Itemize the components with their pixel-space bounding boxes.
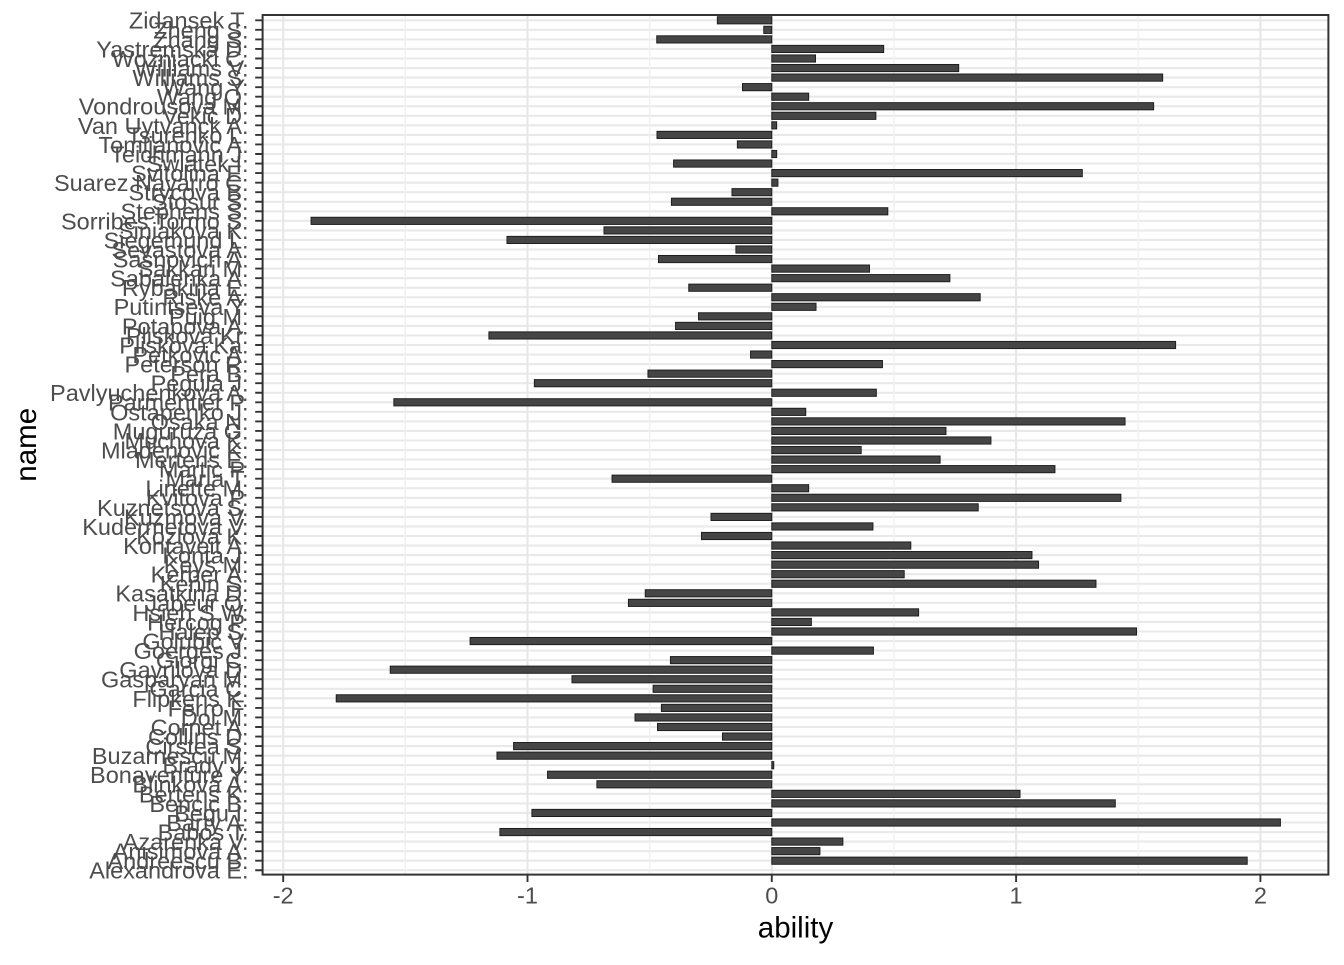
svg-text:2: 2 xyxy=(1254,883,1267,909)
svg-text:Wozniacki C.: Wozniacki C. xyxy=(112,46,249,72)
svg-text:Bertens K.: Bertens K. xyxy=(139,781,249,807)
svg-text:Zidansek T.: Zidansek T. xyxy=(129,8,249,34)
svg-text:Wang Y.: Wang Y. xyxy=(163,75,249,101)
svg-text:Zhang S.: Zhang S. xyxy=(153,27,248,53)
svg-text:-2: -2 xyxy=(273,883,294,909)
svg-text:Kuznetsova S.: Kuznetsova S. xyxy=(97,495,249,521)
svg-text:Hercog P.: Hercog P. xyxy=(147,609,248,635)
svg-text:Rybakina E.: Rybakina E. xyxy=(122,275,249,301)
svg-text:Pegula J.: Pegula J. xyxy=(151,371,249,397)
svg-text:Pavlyuchenkova A.: Pavlyuchenkova A. xyxy=(50,380,249,406)
svg-text:Svitolina E.: Svitolina E. xyxy=(131,161,249,187)
svg-text:Halep S.: Halep S. xyxy=(158,619,248,645)
svg-text:Sorribes Tormo S.: Sorribes Tormo S. xyxy=(61,208,249,234)
svg-text:Bonaventure Y.: Bonaventure Y. xyxy=(90,762,249,788)
svg-text:Bencic B.: Bencic B. xyxy=(149,791,248,817)
svg-text:Vekic D.: Vekic D. xyxy=(162,103,248,129)
svg-text:Barty A.: Barty A. xyxy=(166,810,248,836)
svg-text:Kasatkina D.: Kasatkina D. xyxy=(115,581,248,607)
svg-text:Zheng S.: Zheng S. xyxy=(153,17,248,43)
svg-text:Stosur S.: Stosur S. xyxy=(152,189,249,215)
svg-text:1: 1 xyxy=(1010,883,1023,909)
svg-text:Gasparyan M.: Gasparyan M. xyxy=(101,667,249,693)
svg-text:Pliskova Ka.: Pliskova Ka. xyxy=(119,332,248,358)
svg-text:Kontaveit A.: Kontaveit A. xyxy=(123,533,248,559)
svg-text:Ferro F.: Ferro F. xyxy=(168,695,249,721)
svg-text:Sevastova A.: Sevastova A. xyxy=(111,237,248,263)
svg-text:Blinkova A.: Blinkova A. xyxy=(132,772,248,798)
svg-text:Azarenka V.: Azarenka V. xyxy=(123,829,249,855)
svg-text:Pera B.: Pera B. xyxy=(170,361,248,387)
svg-text:Giorgi C.: Giorgi C. xyxy=(156,648,249,674)
svg-text:Kenin S.: Kenin S. xyxy=(160,571,249,597)
svg-text:Garcia C.: Garcia C. xyxy=(149,676,248,702)
svg-text:Osaka N.: Osaka N. xyxy=(151,409,249,435)
svg-text:Muguruza G.: Muguruza G. xyxy=(113,418,249,444)
svg-text:Keys M.: Keys M. xyxy=(164,552,249,578)
svg-text:Maria T.: Maria T. xyxy=(165,466,248,492)
svg-text:Petkovic A.: Petkovic A. xyxy=(132,342,248,368)
svg-text:Brady J.: Brady J. xyxy=(162,753,248,779)
svg-text:Sabalenka A.: Sabalenka A. xyxy=(110,266,249,292)
svg-text:Gavrilova D.: Gavrilova D. xyxy=(119,657,248,683)
svg-text:-1: -1 xyxy=(517,883,538,909)
svg-text:Mertens E.: Mertens E. xyxy=(135,447,249,473)
svg-text:Yastremska D.: Yastremska D. xyxy=(96,36,248,62)
svg-text:Martic P.: Martic P. xyxy=(159,457,249,483)
svg-text:Anisimova A.: Anisimova A. xyxy=(113,839,249,865)
svg-text:Sasnovich A.: Sasnovich A. xyxy=(113,246,249,272)
svg-text:Kvitova P.: Kvitova P. xyxy=(146,485,249,511)
svg-text:Ostapenko J.: Ostapenko J. xyxy=(110,399,248,425)
svg-text:Riske A.: Riske A. xyxy=(162,285,248,311)
svg-text:Peterson R.: Peterson R. xyxy=(125,352,249,378)
svg-text:Siniakova K.: Siniakova K. xyxy=(118,218,249,244)
svg-text:Putintseva Y.: Putintseva Y. xyxy=(114,294,249,320)
svg-text:name: name xyxy=(10,408,43,482)
svg-text:Stephens S.: Stephens S. xyxy=(121,199,249,225)
svg-text:Andreescu B.: Andreescu B. xyxy=(108,848,249,874)
svg-text:ability: ability xyxy=(758,912,834,945)
svg-text:Goerges J.: Goerges J. xyxy=(134,638,249,664)
svg-text:Potapova A.: Potapova A. xyxy=(122,313,249,339)
svg-text:Collins D.: Collins D. xyxy=(148,724,249,750)
svg-text:Williams S.: Williams S. xyxy=(132,65,248,91)
svg-text:Doi M.: Doi M. xyxy=(181,705,249,731)
svg-text:Siegemund L.: Siegemund L. xyxy=(104,227,249,253)
svg-text:Vondrousova M.: Vondrousova M. xyxy=(79,94,249,120)
svg-text:Mladenovic K.: Mladenovic K. xyxy=(101,437,249,463)
svg-text:Golubic V.: Golubic V. xyxy=(142,628,248,654)
svg-text:Van Uytvanck A.: Van Uytvanck A. xyxy=(78,113,249,139)
svg-text:Wang Q.: Wang Q. xyxy=(157,84,249,110)
svg-text:Begu I.: Begu I. xyxy=(174,800,248,826)
svg-text:Parmentier P.: Parmentier P. xyxy=(108,390,249,416)
svg-text:Cornet A.: Cornet A. xyxy=(151,714,249,740)
svg-text:Sakkari M.: Sakkari M. xyxy=(138,256,249,282)
svg-text:Kuzmova V.: Kuzmova V. xyxy=(124,504,249,530)
svg-text:Swiatek I.: Swiatek I. xyxy=(147,151,249,177)
svg-text:Jabeur O.: Jabeur O. xyxy=(145,590,248,616)
svg-text:Kudermetova V.: Kudermetova V. xyxy=(82,514,248,540)
svg-text:Muchova K.: Muchova K. xyxy=(125,428,249,454)
svg-text:Williams V.: Williams V. xyxy=(135,55,249,81)
svg-text:Buzarnescu M.: Buzarnescu M. xyxy=(92,743,249,769)
svg-text:Tsurenko L.: Tsurenko L. xyxy=(127,122,248,148)
svg-text:Teichmann J.: Teichmann J. xyxy=(110,141,248,167)
svg-text:Babos T.: Babos T. xyxy=(158,819,249,845)
svg-text:Pliskova Kr.: Pliskova Kr. xyxy=(126,323,249,349)
svg-text:Kozlova K.: Kozlova K. xyxy=(136,523,248,549)
svg-text:Tomljanovic A.: Tomljanovic A. xyxy=(98,132,248,158)
svg-text:Puig M.: Puig M. xyxy=(169,304,249,330)
svg-text:Alexandrova E.: Alexandrova E. xyxy=(89,858,248,884)
svg-text:0: 0 xyxy=(765,883,778,909)
svg-text:Hsieh S.W.: Hsieh S.W. xyxy=(132,600,248,626)
svg-text:Cirstea S.: Cirstea S. xyxy=(145,734,248,760)
svg-text:Kerber A.: Kerber A. xyxy=(151,562,249,588)
svg-text:Strycova B.: Strycova B. xyxy=(128,180,248,206)
svg-text:Suarez Navarro C.: Suarez Navarro C. xyxy=(54,170,249,196)
svg-text:Linette M.: Linette M. xyxy=(145,476,248,502)
svg-text:Konta J.: Konta J. xyxy=(162,543,248,569)
svg-text:Flipkens K.: Flipkens K. xyxy=(132,686,248,712)
